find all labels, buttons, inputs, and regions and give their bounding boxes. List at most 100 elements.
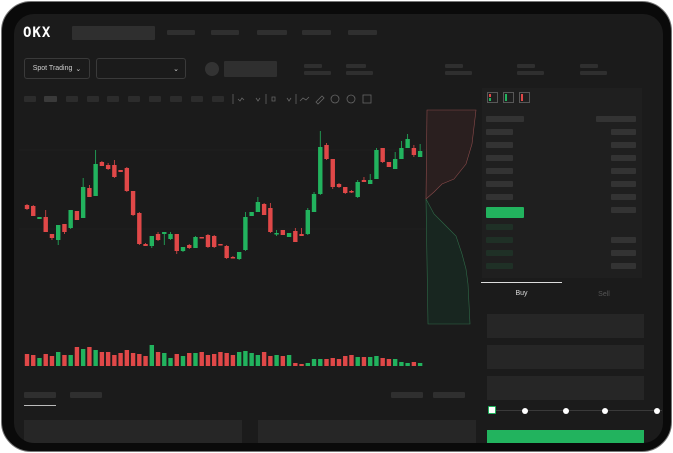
candle-body <box>405 139 410 148</box>
candle-body <box>368 180 373 184</box>
spot-trading-selector[interactable]: Spot Trading ⌄ <box>24 58 90 79</box>
volume-bar <box>74 347 80 366</box>
filter-button[interactable] <box>391 392 423 398</box>
amount-input[interactable] <box>487 345 644 369</box>
okx-logo[interactable]: OKX <box>23 25 52 41</box>
depth-asks <box>425 109 477 200</box>
timeframe-button[interactable] <box>170 96 182 102</box>
volume-bar <box>243 351 248 366</box>
ask-amount <box>611 194 636 200</box>
volume-bar <box>168 358 173 366</box>
nav-item[interactable] <box>167 30 195 35</box>
volume-bar <box>212 354 217 366</box>
ask-price <box>486 129 513 135</box>
buy-tab[interactable]: Buy <box>515 290 528 297</box>
candle-body <box>243 217 248 250</box>
volume-bar <box>405 363 410 366</box>
candle-body <box>361 180 367 182</box>
spot-trading-label: Spot Trading <box>32 65 73 72</box>
bid-amount <box>611 263 636 269</box>
timeframe-button[interactable] <box>128 96 140 102</box>
volume-bar <box>411 362 417 366</box>
coin-icon <box>205 62 219 76</box>
total-input[interactable] <box>487 376 644 400</box>
volume-bar <box>118 353 123 366</box>
nav-item[interactable] <box>211 30 239 35</box>
candle-body <box>230 257 236 259</box>
candle-body <box>168 234 173 239</box>
price-input[interactable] <box>487 314 644 338</box>
stat-label <box>346 64 366 68</box>
tab-open-orders[interactable] <box>24 392 56 398</box>
volume-bar <box>105 352 111 366</box>
bid-price <box>486 224 513 230</box>
leverage-slider-track[interactable] <box>492 410 662 411</box>
volume-bar <box>255 355 261 366</box>
candle-body <box>93 164 98 196</box>
volume-bar <box>124 350 130 366</box>
timeframe-button[interactable] <box>24 96 36 102</box>
stat-label <box>517 64 535 68</box>
candle-body <box>218 244 223 246</box>
candle-body <box>274 233 279 235</box>
candle-body <box>24 205 30 209</box>
chart-tools <box>232 94 372 105</box>
candle-body <box>293 231 298 242</box>
volume-bar <box>230 355 236 366</box>
bid-amount <box>611 250 636 256</box>
slider-handle[interactable] <box>488 406 496 414</box>
slider-stop-100[interactable] <box>654 408 660 414</box>
candle-body <box>236 252 242 259</box>
chevron-down-icon <box>255 97 261 102</box>
ask-price <box>486 142 513 148</box>
candle-body <box>31 206 36 216</box>
volume-bar <box>286 355 292 366</box>
volume-bar <box>37 358 42 366</box>
candle-body <box>380 148 385 162</box>
buy-submit-button[interactable] <box>487 430 644 443</box>
timeframe-button[interactable] <box>191 96 203 102</box>
timeframe-button[interactable] <box>44 96 57 102</box>
search-bar[interactable] <box>72 26 155 40</box>
nav-item[interactable] <box>348 30 377 35</box>
timeframe-button[interactable] <box>87 96 99 102</box>
candle-body <box>68 210 73 228</box>
candle-body <box>80 187 86 218</box>
candle-body <box>62 224 67 232</box>
nav-item[interactable] <box>302 30 331 35</box>
timeframe-button[interactable] <box>149 96 161 102</box>
filter-button[interactable] <box>433 392 465 398</box>
volume-bar <box>24 354 30 366</box>
candle-body <box>99 162 105 166</box>
pair-dropdown[interactable]: ⌄ <box>96 58 186 79</box>
nav-item[interactable] <box>257 30 287 35</box>
volume-bar <box>280 356 286 366</box>
timeframe-button[interactable] <box>66 96 78 102</box>
candle-body <box>330 159 335 187</box>
orderbook-view-icons[interactable] <box>487 92 535 104</box>
pair-name <box>224 61 277 77</box>
stat-value <box>346 71 373 75</box>
candlestick-chart[interactable] <box>14 14 484 374</box>
orderbook-bids-icon <box>503 92 514 103</box>
depth-bids <box>425 198 471 325</box>
candle-body <box>261 204 267 215</box>
candle-body <box>193 237 198 248</box>
volume-bar <box>155 352 161 366</box>
slider-stop-75[interactable] <box>602 408 608 414</box>
volume-bar <box>318 359 323 366</box>
tab-order-history[interactable] <box>70 392 102 398</box>
volume-bar <box>355 357 360 366</box>
sell-tab[interactable]: Sell <box>598 291 610 298</box>
volume-bar <box>31 355 36 366</box>
timeframe-button[interactable] <box>212 96 224 102</box>
timeframe-button[interactable] <box>107 96 119 102</box>
volume-bar <box>80 349 86 366</box>
slider-stop-25[interactable] <box>522 408 528 414</box>
volume-bar <box>417 363 423 366</box>
volume-bar <box>299 364 304 366</box>
orderbook-header-price <box>486 116 524 122</box>
bid-price <box>486 250 513 256</box>
stat-value <box>580 71 607 75</box>
slider-stop-50[interactable] <box>563 408 569 414</box>
